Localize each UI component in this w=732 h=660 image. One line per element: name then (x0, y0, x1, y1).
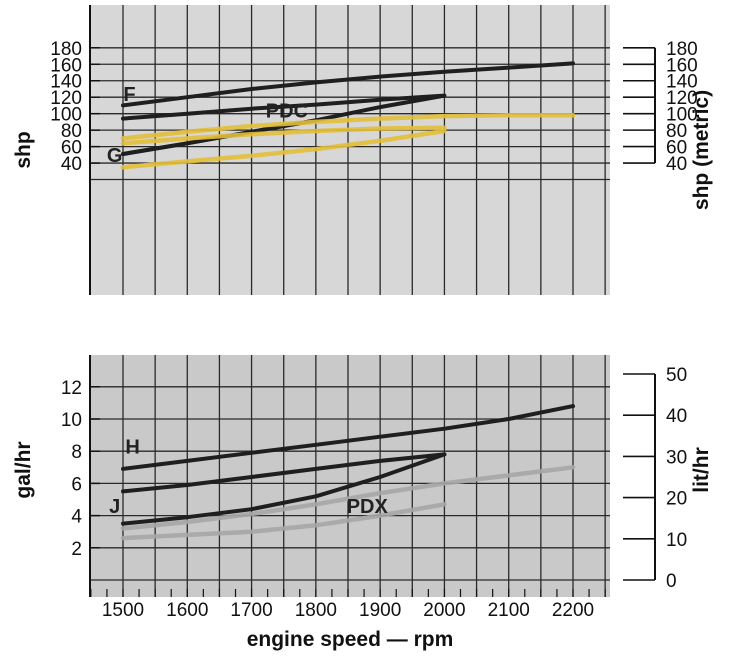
right-tick-label: 10 (666, 530, 687, 551)
series-line-light-4 (120, 125, 447, 146)
x-tick-label: 2100 (488, 600, 530, 621)
y-tick-label: 180 (50, 39, 82, 60)
series-group (120, 61, 576, 170)
right-tick-label: 40 (666, 406, 687, 427)
y-tick-label: 140 (50, 72, 82, 93)
right-tick-label: 50 (666, 365, 687, 386)
right-tick-label: 120 (666, 88, 698, 109)
y-tick-label: 160 (50, 55, 82, 76)
right-axis-title: lit/hr (690, 447, 713, 493)
fuel-panel: 2 4 6 8 10 12 gal/hr 0 10 20 30 40 50 lit/hr H J PDX (12, 355, 713, 597)
series-line-light-3 (120, 113, 576, 141)
y-axis-ticks: 2 4 6 8 10 12 (61, 378, 100, 560)
series-line-light-5 (120, 128, 447, 170)
x-tick-label: 1800 (295, 600, 337, 621)
series-group (120, 404, 576, 541)
curve-label-j: J (109, 496, 120, 518)
y-axis-title: shp (12, 131, 35, 168)
y-tick-label: 100 (50, 105, 82, 126)
plot-background (90, 5, 610, 295)
x-minor-ticks (90, 589, 606, 597)
series-line-light-3 (120, 465, 576, 531)
y-tick-label: 8 (71, 442, 82, 463)
y-tick-label: 6 (71, 474, 82, 495)
right-tick-label: 40 (666, 154, 687, 175)
curve-label-f: F (123, 84, 135, 106)
y-axis-title: gal/hr (12, 441, 35, 498)
series-line-h (121, 404, 575, 471)
series-line-j (121, 452, 447, 494)
y-tick-label: 40 (61, 154, 82, 175)
right-tick-label: 140 (666, 72, 698, 93)
series-line-pdx (121, 452, 447, 526)
annotations: H J PDX (109, 436, 388, 518)
x-tick-label: 2200 (552, 600, 594, 621)
y-tick-label: 60 (61, 138, 82, 159)
right-tick-label: 160 (666, 55, 698, 76)
y-tick-label: 4 (71, 507, 82, 528)
annotations: F PDC G (107, 84, 308, 167)
curve-label-pdc: PDC (266, 100, 308, 122)
y-tick-label: 12 (61, 378, 82, 399)
grid (90, 5, 610, 295)
series-line-f (121, 61, 575, 108)
curve-label-g: G (107, 145, 123, 167)
x-tick-label: 1700 (230, 600, 272, 621)
right-tick-label: 20 (666, 489, 687, 510)
right-axis-title: shp (metric) (690, 90, 713, 210)
curve-label-pdx: PDX (347, 496, 389, 518)
x-tick-label: 1600 (166, 600, 208, 621)
x-tick-label: 2000 (423, 600, 465, 621)
right-tick-label: 180 (666, 39, 698, 60)
right-tick-label: 80 (666, 121, 687, 142)
series-line-light-4 (120, 502, 447, 541)
y-tick-label: 120 (50, 88, 82, 109)
plot-background (90, 355, 610, 597)
right-axis: 0 10 20 30 40 50 (623, 365, 687, 592)
x-axis-title: engine speed — rpm (247, 628, 454, 651)
right-tick-label: 30 (666, 447, 687, 468)
y-tick-label: 2 (71, 539, 82, 560)
right-tick-label: 100 (666, 105, 698, 126)
x-axis-ticks: 1500 1600 1700 1800 1900 2000 2100 2200 (102, 600, 594, 621)
x-tick-label: 1900 (359, 600, 401, 621)
right-tick-label: 0 (666, 571, 677, 592)
curve-label-h: H (125, 436, 139, 458)
y-tick-label: 80 (61, 121, 82, 142)
x-tick-label: 1500 (102, 600, 144, 621)
right-tick-label: 60 (666, 138, 687, 159)
y-tick-label: 10 (61, 410, 82, 431)
